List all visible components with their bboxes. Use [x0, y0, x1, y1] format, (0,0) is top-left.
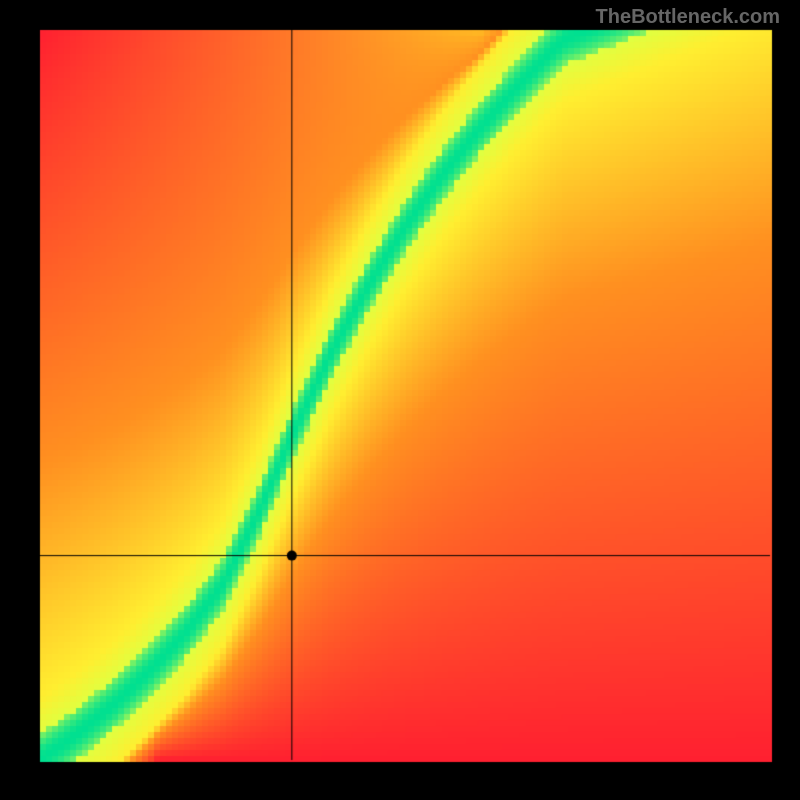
bottleneck-heatmap: [0, 0, 800, 800]
watermark-text: TheBottleneck.com: [596, 6, 780, 29]
